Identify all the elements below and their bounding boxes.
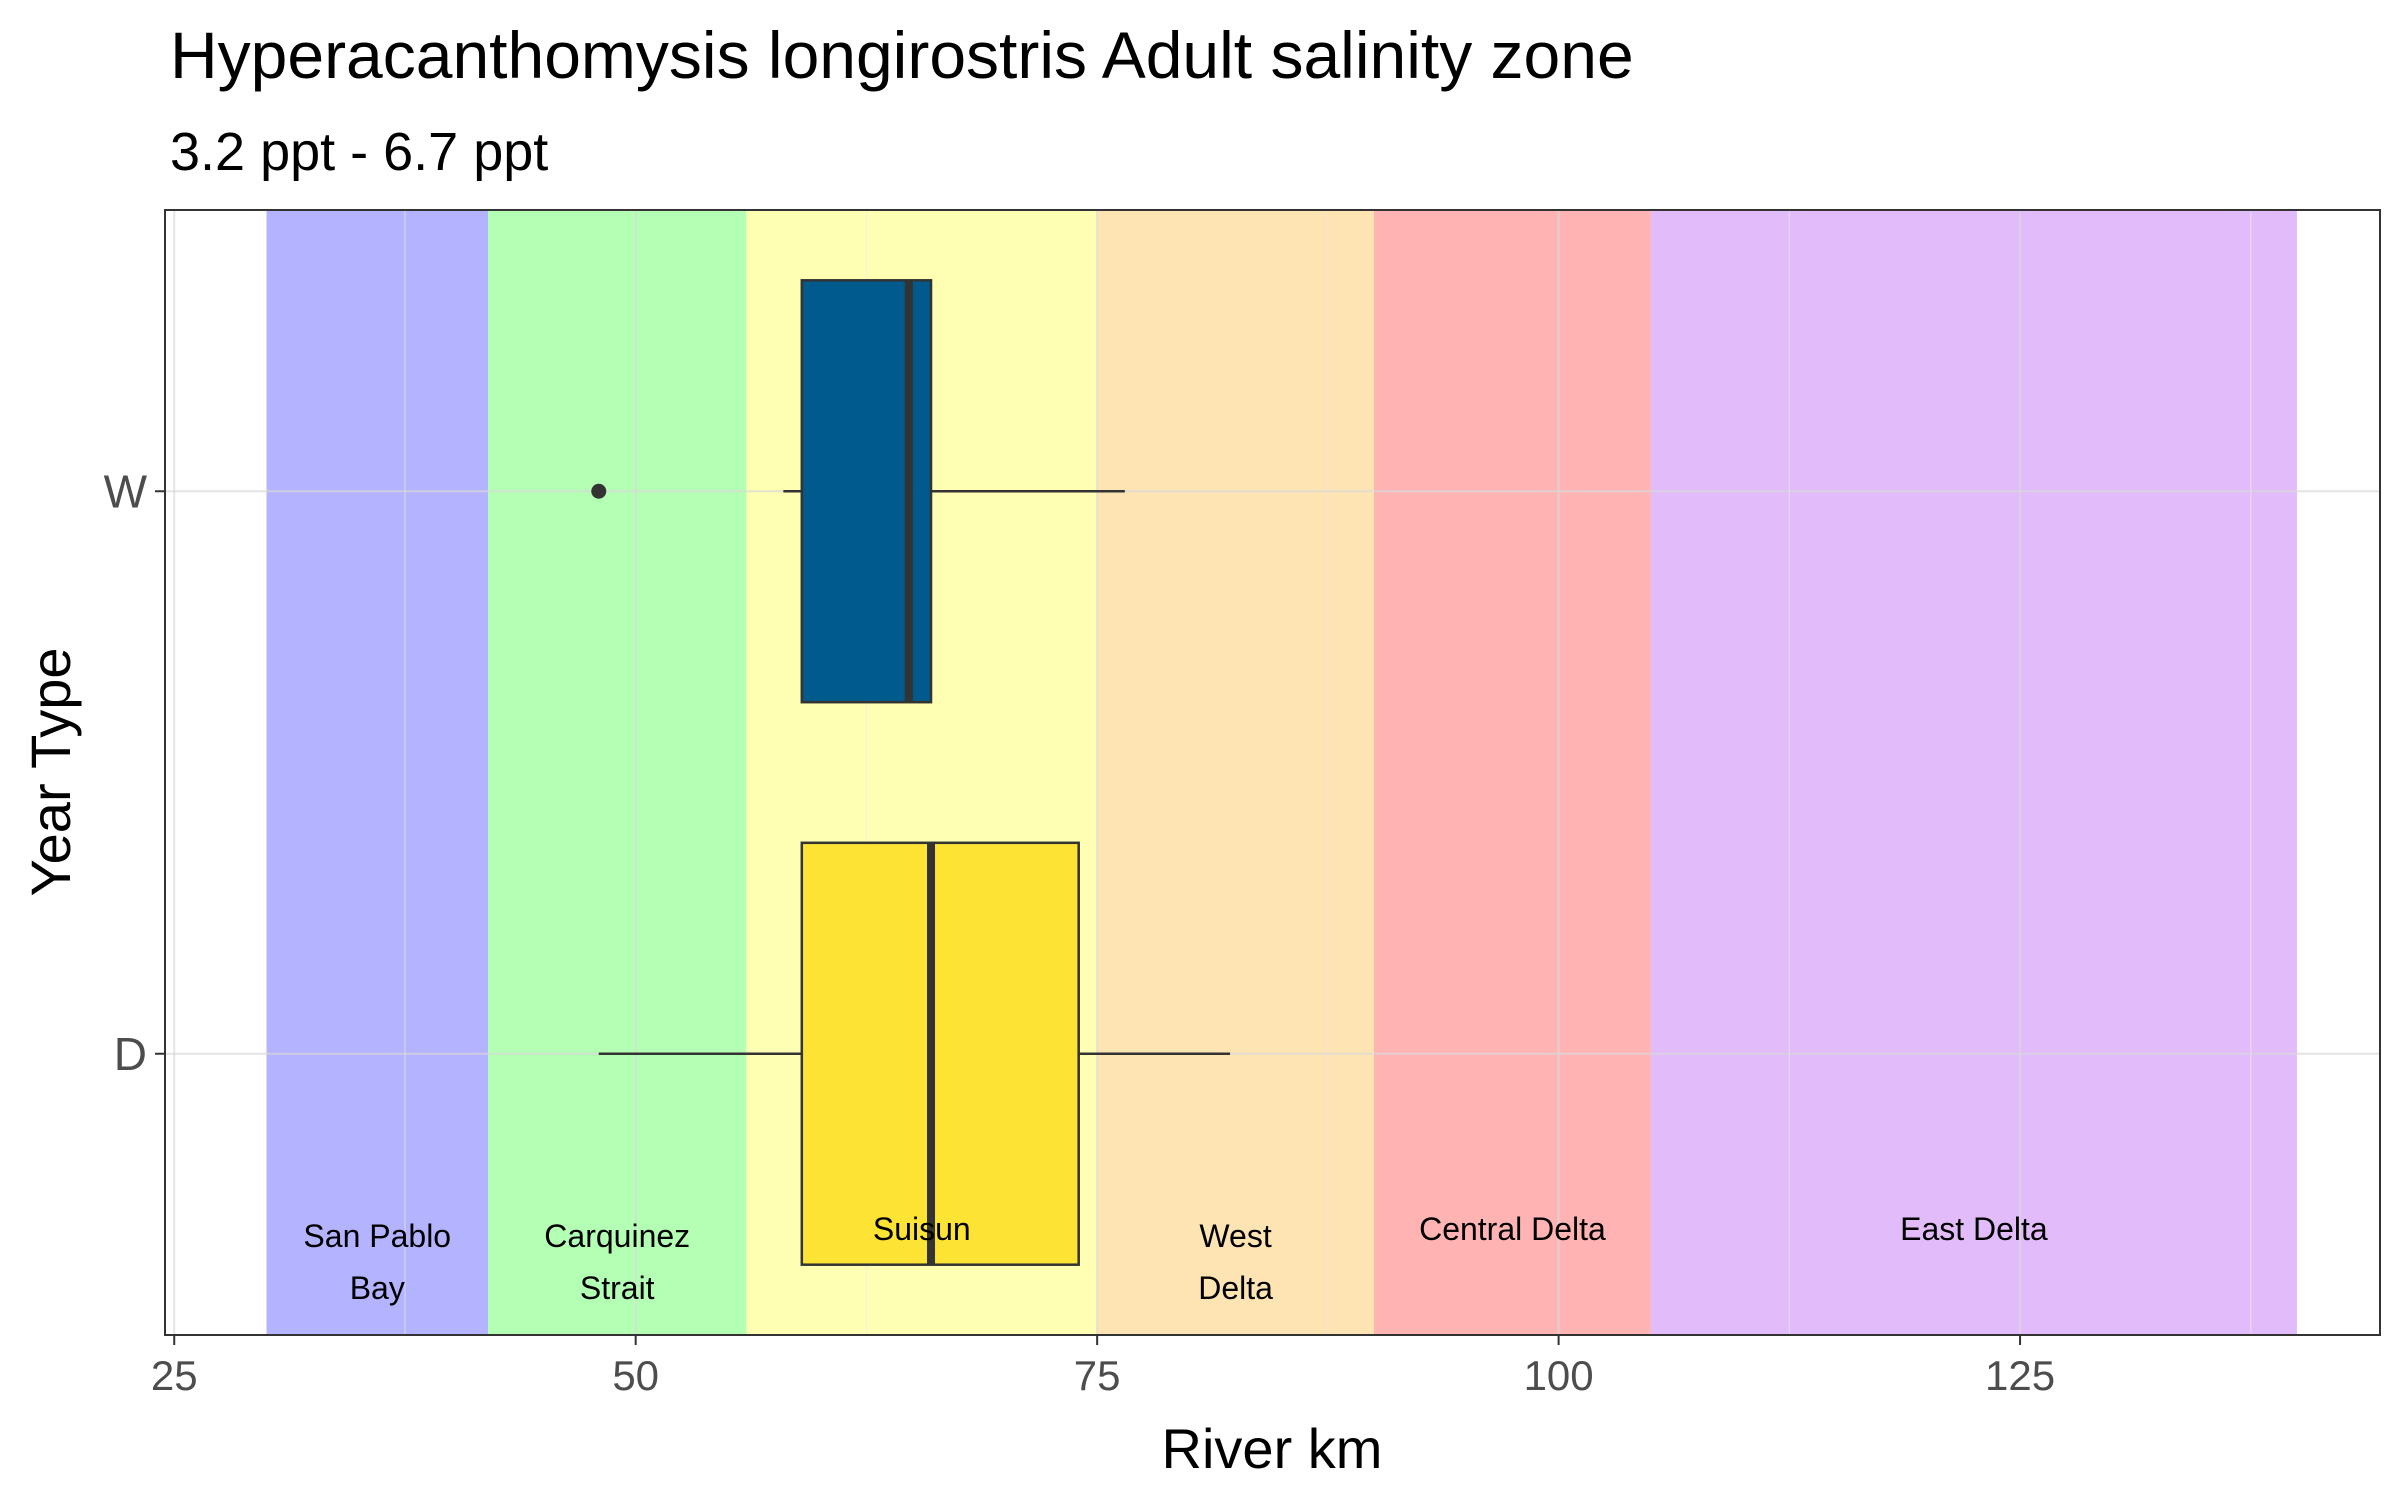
zone-west-delta — [1097, 210, 1375, 1335]
zone-san-pablo-bay — [266, 210, 489, 1335]
zone-labels: San Pablo Bay Carquinez Strait Suisun West Del… — [303, 1211, 2047, 1306]
x-tick-label: 75 — [1074, 1352, 1121, 1399]
chart-subtitle: 3.2 ppt - 6.7 ppt — [170, 122, 548, 182]
box — [800, 841, 1080, 1266]
x-tick-label: 125 — [1985, 1352, 2055, 1399]
plot-panel-border — [164, 209, 2381, 1336]
x-tick-label: 25 — [151, 1352, 198, 1399]
x-tick-label: 50 — [612, 1352, 659, 1399]
axes: 25 50 75 100 125 D W — [104, 465, 2056, 1399]
zone-label-san-pablo-bay: San Pablo — [303, 1218, 451, 1254]
zone-east-delta — [1650, 210, 2297, 1335]
zone-label-west-delta: Delta — [1198, 1270, 1273, 1306]
chart-title: Hyperacanthomysis longirostris Adult sal… — [170, 18, 1634, 92]
zone-label-carquinez-strait: Carquinez — [544, 1218, 690, 1254]
salinity-zones — [266, 210, 2297, 1335]
zone-label-west-delta: West — [1199, 1218, 1271, 1254]
boxplots — [591, 279, 1231, 1266]
y-axis-title: Year Type — [19, 647, 82, 896]
x-axis-title: River km — [1162, 1417, 1383, 1480]
y-tick-label-w: W — [104, 465, 148, 517]
gridlines — [165, 210, 2380, 1335]
boxplot-d — [598, 841, 1231, 1266]
boxplot-w — [591, 279, 1125, 704]
y-tick-label-d: D — [114, 1028, 147, 1080]
zone-label-east-delta: East Delta — [1900, 1211, 2048, 1247]
outlier-point — [591, 483, 607, 499]
zone-label-central-delta: Central Delta — [1419, 1211, 1606, 1247]
zone-central-delta — [1374, 210, 1651, 1335]
zone-label-san-pablo-bay: Bay — [350, 1270, 405, 1306]
zone-carquinez-strait — [488, 210, 747, 1335]
zone-label-carquinez-strait: Strait — [580, 1270, 655, 1306]
zone-label-suisun: Suisun — [873, 1211, 971, 1247]
x-tick-label: 100 — [1524, 1352, 1594, 1399]
